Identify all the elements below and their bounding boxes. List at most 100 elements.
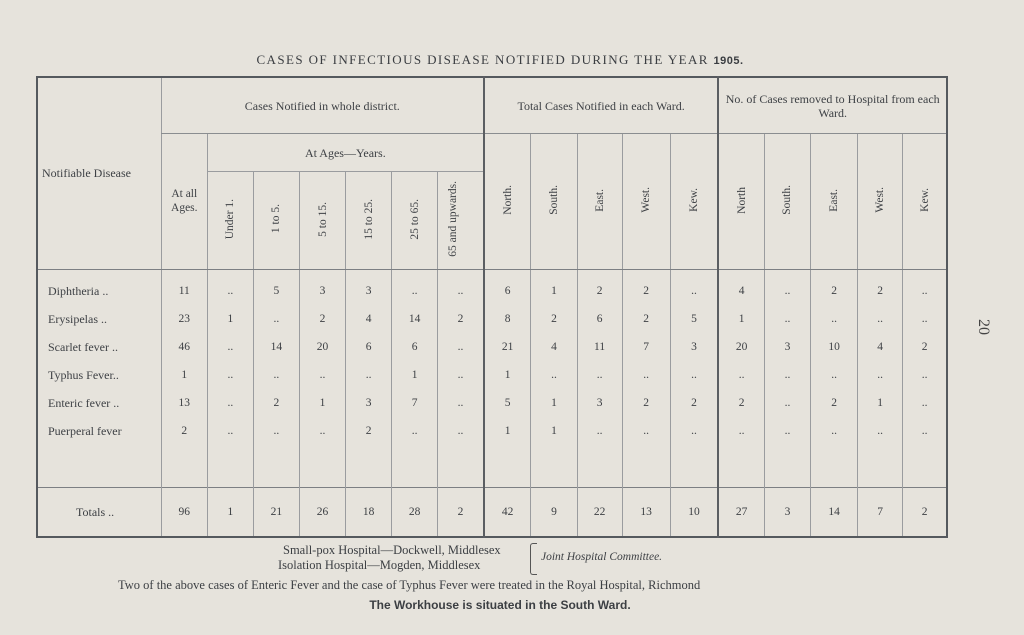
table-row: Erysipelas .. 23 1.. 2 4 14 2 8 2 6 2 5 1........: [37, 305, 947, 334]
header-age-65-up: 65 and upwards.: [446, 181, 459, 257]
table-cell: 5: [252, 277, 300, 306]
table-cell: ..: [669, 277, 719, 306]
table-cell: ..: [902, 305, 947, 334]
table-cell: 4: [530, 333, 578, 362]
totals-row: Totals .. 96 1 21 26 18 28 2 42 9 22 13 10 27 3 14 7 2: [37, 487, 947, 537]
table-cell: 2: [160, 417, 208, 446]
header-age-under-1: Under 1.: [224, 198, 237, 240]
table-cell: 96: [160, 487, 208, 537]
table-cell: 3: [576, 389, 623, 418]
table-cell: ..: [857, 417, 903, 446]
header-at-ages: At Ages—Years.: [206, 133, 484, 173]
table-cell: 2: [345, 417, 392, 446]
table-cell: 1: [530, 277, 578, 306]
table-cell: 14: [252, 333, 300, 362]
table-cell: 18: [345, 487, 392, 537]
table-cell: 3: [298, 277, 346, 306]
table-cell: 1: [530, 389, 578, 418]
table-cell: 1: [206, 305, 254, 334]
table-cell: ..: [437, 361, 484, 390]
table-cell: ..: [206, 333, 254, 362]
table-cell: 2: [810, 389, 858, 418]
table-cell: ..: [576, 417, 623, 446]
table-cell: 9: [530, 487, 578, 537]
table-cell: 1: [391, 361, 438, 390]
disease-name: Erysipelas ..: [48, 311, 107, 326]
table-cell: 6: [345, 333, 392, 362]
header-total-east: East.: [593, 188, 606, 212]
table-cell: ..: [763, 417, 811, 446]
table-cell: ..: [669, 361, 719, 390]
footer-brace: [530, 543, 537, 575]
table-cell: 5: [482, 389, 531, 418]
table-cell: ..: [621, 361, 671, 390]
table-cell: ..: [437, 389, 484, 418]
header-removed-kew: Kew.: [918, 188, 931, 212]
table-cell: ..: [621, 417, 671, 446]
table-cell: 23: [160, 305, 208, 334]
table-cell: 2: [902, 333, 947, 362]
title-year: 1905.: [713, 55, 744, 67]
table-cell: 2: [530, 305, 578, 334]
table-cell: 1: [206, 487, 254, 537]
table-cell: ..: [206, 417, 254, 446]
table-cell: 46: [160, 333, 208, 362]
table-cell: 1: [482, 417, 531, 446]
footer-committee: Joint Hospital Committee.: [541, 551, 663, 563]
header-removed: No. of Cases removed to Hospital from ea…: [717, 77, 947, 135]
header-removed-north: North: [735, 186, 748, 214]
table-cell: 26: [298, 487, 346, 537]
table-cell: 3: [669, 333, 719, 362]
table-cell: 4: [857, 333, 903, 362]
table-cell: ..: [857, 305, 903, 334]
table-cell: 11: [576, 333, 623, 362]
header-total-west: West.: [640, 187, 653, 213]
table-cell: 1: [857, 389, 903, 418]
table-cell: 2: [621, 305, 671, 334]
table-cell: ..: [252, 361, 300, 390]
table-cell: 14: [810, 487, 858, 537]
table-cell: ..: [437, 277, 484, 306]
table-cell: 20: [717, 333, 765, 362]
table-cell: ..: [717, 361, 765, 390]
disease-name: Enteric fever ..: [48, 395, 120, 410]
table-row: Diphtheria .. 11.. 5 3 3.... 6 1 2 2.. 4.. 2 2..: [37, 277, 947, 306]
header-total-kew: Kew.: [688, 188, 701, 212]
table-cell: ..: [902, 417, 947, 446]
table-cell: 1: [298, 389, 346, 418]
header-age-25-65: 25 to 65.: [408, 198, 421, 240]
table-cell: 20: [298, 333, 346, 362]
table-cell: 3: [345, 389, 392, 418]
table-cell: 5: [669, 305, 719, 334]
table-cell: ..: [902, 361, 947, 390]
table-title: CASES OF INFECTIOUS DISEASE NOTIFIED DUR…: [0, 52, 1000, 68]
page-number: 20: [975, 319, 992, 335]
table-cell: ..: [810, 361, 858, 390]
table-cell: 8: [482, 305, 531, 334]
table-cell: 28: [391, 487, 438, 537]
table-cell: 1: [530, 417, 578, 446]
table-cell: ..: [763, 305, 811, 334]
table-cell: ..: [530, 361, 578, 390]
disease-name: Puerperal fever: [48, 423, 122, 438]
table-cell: ..: [437, 417, 484, 446]
table-cell: ..: [206, 277, 254, 306]
table-cell: ..: [206, 389, 254, 418]
table-cell: ..: [576, 361, 623, 390]
table-cell: ..: [717, 417, 765, 446]
table-cell: 2: [669, 389, 719, 418]
table-cell: 2: [437, 305, 484, 334]
table-cell: ..: [902, 277, 947, 306]
table-cell: 7: [857, 487, 903, 537]
table-cell: 21: [482, 333, 531, 362]
table-cell: 6: [482, 277, 531, 306]
header-removed-east: East.: [828, 188, 841, 212]
table-row: Puerperal fever 2...... 2.... 1 1...........…: [37, 417, 947, 446]
table-cell: ..: [298, 361, 346, 390]
header-removed-south: South.: [781, 185, 794, 215]
spacer-row: [37, 269, 947, 278]
header-disease: Notifiable Disease: [37, 77, 162, 270]
table-cell: 7: [391, 389, 438, 418]
title-text: CASES OF INFECTIOUS DISEASE NOTIFIED DUR…: [256, 52, 709, 67]
table-cell: 4: [345, 305, 392, 334]
